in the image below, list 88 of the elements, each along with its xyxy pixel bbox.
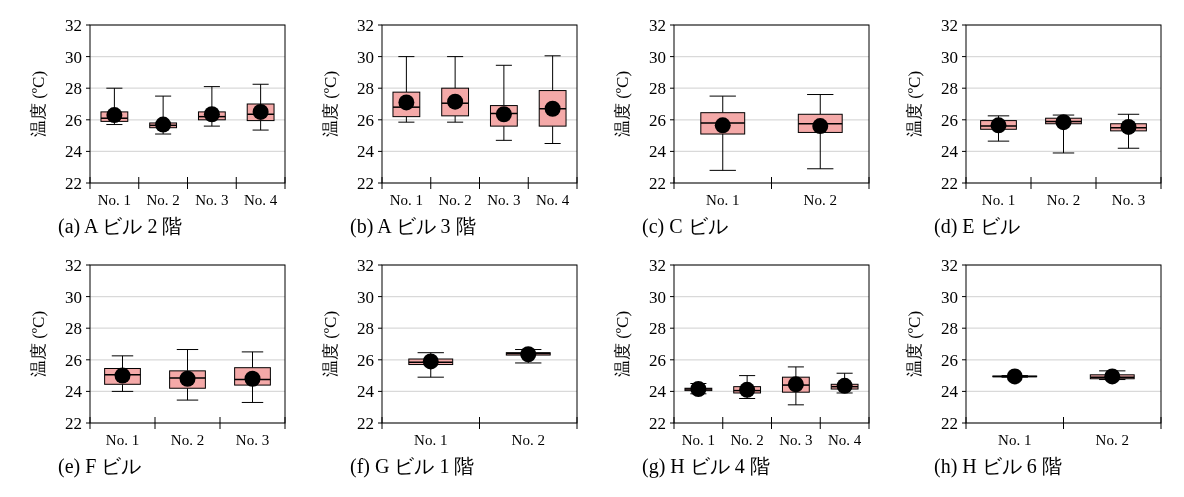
y-axis-title: 温度 (ºC): [904, 310, 924, 378]
x-tick-label: No. 3: [487, 192, 521, 208]
y-tick-label: 26: [357, 350, 374, 370]
x-tick-label: No. 1: [105, 432, 140, 448]
y-axis-title: 温度 (ºC): [612, 310, 632, 378]
y-tick-label: 26: [941, 350, 958, 370]
y-tick-label: 26: [941, 110, 958, 130]
y-tick-label: 32: [649, 15, 666, 35]
y-tick-label: 32: [65, 15, 82, 35]
y-tick-label: 26: [649, 350, 666, 370]
x-tick-label: No. 4: [243, 192, 278, 208]
text: (f) G ビル 1 階: [350, 455, 475, 478]
x-tick-label: No. 1: [97, 192, 132, 208]
x-tick-label: No. 4: [827, 432, 862, 448]
x-tick-label: No. 1: [706, 192, 740, 208]
y-tick-label: 30: [65, 47, 82, 67]
x-tick-label: No. 2: [803, 192, 837, 208]
y-tick-label: 22: [649, 173, 666, 193]
y-tick-label: 22: [941, 173, 958, 193]
x-tick-label: No. 2: [730, 432, 764, 448]
text: (c) C ビル: [642, 215, 728, 238]
y-tick-label: 28: [649, 79, 666, 99]
y-tick-label: 28: [941, 79, 958, 99]
y-tick-label: 32: [65, 255, 82, 275]
y-tick-label: 28: [357, 319, 374, 339]
y-tick-label: 28: [65, 79, 82, 99]
text: (g) H ビル 4 階: [642, 455, 770, 478]
y-tick-label: 30: [357, 287, 374, 307]
y-tick-label: 28: [65, 319, 82, 339]
y-tick-label: 30: [65, 287, 82, 307]
y-tick-label: 30: [649, 47, 666, 67]
y-tick-label: 24: [357, 142, 375, 162]
y-tick-label: 30: [357, 47, 374, 67]
x-tick-label: No. 3: [195, 192, 229, 208]
y-tick-label: 22: [941, 413, 958, 433]
x-tick-label: No. 2: [1095, 432, 1129, 448]
y-axis-title: 温度 (ºC): [320, 310, 340, 378]
y-tick-label: 22: [357, 413, 374, 433]
text: (e) F ビル: [58, 455, 142, 478]
y-tick-label: 28: [941, 319, 958, 339]
x-tick-label: No. 2: [1046, 192, 1081, 208]
y-tick-label: 26: [357, 110, 374, 130]
y-tick-label: 32: [649, 255, 666, 275]
y-tick-label: 24: [65, 382, 83, 402]
y-tick-label: 32: [357, 255, 374, 275]
y-axis-title: 温度 (ºC): [612, 70, 632, 138]
x-tick-label: No. 2: [170, 432, 205, 448]
y-tick-label: 24: [649, 142, 667, 162]
x-tick-label: No. 3: [779, 432, 813, 448]
x-tick-label: No. 1: [981, 192, 1016, 208]
x-tick-label: No. 1: [681, 432, 716, 448]
y-tick-label: 22: [357, 173, 374, 193]
x-tick-label: No. 1: [389, 192, 424, 208]
y-tick-label: 28: [649, 319, 666, 339]
text: (b) A ビル 3 階: [350, 215, 476, 238]
text: (d) E ビル: [934, 215, 1020, 238]
y-tick-label: 30: [941, 287, 958, 307]
y-tick-label: 30: [649, 287, 666, 307]
x-tick-label: No. 2: [511, 432, 545, 448]
x-tick-label: No. 1: [414, 432, 448, 448]
y-axis-title: 温度 (ºC): [320, 70, 340, 138]
y-tick-label: 22: [65, 173, 82, 193]
y-tick-label: 26: [65, 350, 82, 370]
y-tick-label: 30: [941, 47, 958, 67]
y-axis-title: 温度 (ºC): [28, 70, 48, 138]
x-tick-label: No. 1: [998, 432, 1032, 448]
y-tick-label: 24: [357, 382, 375, 402]
x-tick-label: No. 3: [235, 432, 270, 448]
y-tick-label: 26: [649, 110, 666, 130]
text: (h) H ビル 6 階: [934, 455, 1062, 478]
y-tick-label: 26: [65, 110, 82, 130]
y-tick-label: 32: [941, 15, 958, 35]
y-tick-label: 24: [941, 382, 959, 402]
y-tick-label: 32: [357, 15, 374, 35]
y-tick-label: 28: [357, 79, 374, 99]
text: (a) A ビル 2 階: [58, 215, 183, 238]
y-tick-label: 32: [941, 255, 958, 275]
y-axis-title: 温度 (ºC): [904, 70, 924, 138]
x-tick-label: No. 4: [535, 192, 570, 208]
y-tick-label: 22: [65, 413, 82, 433]
y-tick-label: 22: [649, 413, 666, 433]
y-axis-title: 温度 (ºC): [28, 310, 48, 378]
x-tick-label: No. 2: [146, 192, 180, 208]
y-tick-label: 24: [65, 142, 83, 162]
x-tick-label: No. 3: [1111, 192, 1146, 208]
y-tick-label: 24: [941, 142, 959, 162]
y-tick-label: 24: [649, 382, 667, 402]
x-tick-label: No. 2: [438, 192, 472, 208]
